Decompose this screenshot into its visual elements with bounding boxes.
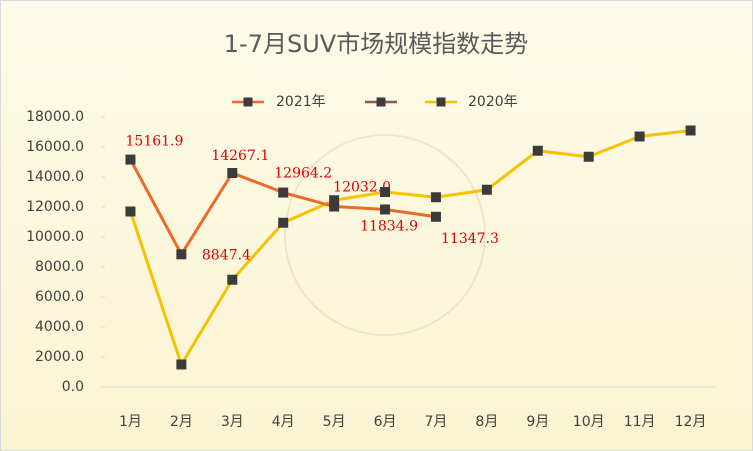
- point-marker: [685, 125, 696, 136]
- point-marker: [176, 359, 187, 370]
- point-marker: [532, 145, 543, 156]
- y-tick-label: 18000.0: [26, 109, 84, 125]
- data-label: 11347.3: [441, 231, 499, 247]
- x-tick-label: 4月: [272, 414, 295, 430]
- x-tick-label: 6月: [374, 414, 397, 430]
- data-label: 12032.0: [333, 180, 391, 196]
- x-tick-label: 3月: [221, 414, 244, 430]
- y-tick-label: 6000.0: [35, 289, 84, 305]
- data-label: 15161.9: [126, 134, 184, 150]
- x-tick-label: 11月: [624, 414, 656, 430]
- chart-title: 1-7月SUV市场规模指数走势: [224, 30, 528, 58]
- y-tick-label: 2000.0: [35, 349, 84, 365]
- legend-label: 2020年: [468, 94, 518, 110]
- point-marker: [380, 187, 391, 197]
- data-label: 14267.1: [211, 148, 269, 164]
- y-tick-label: 14000.0: [26, 169, 84, 185]
- x-tick-label: 1月: [119, 414, 142, 430]
- point-marker: [380, 204, 391, 215]
- x-tick-label: 9月: [526, 414, 549, 430]
- x-tick-label: 8月: [475, 414, 498, 430]
- y-tick-label: 4000.0: [35, 319, 84, 335]
- y-tick-label: 12000.0: [26, 199, 84, 215]
- point-marker: [125, 154, 136, 165]
- point-marker: [583, 151, 594, 162]
- point-marker: [227, 167, 238, 178]
- x-tick-label: 7月: [424, 414, 447, 430]
- point-marker: [430, 211, 441, 222]
- legend-marker: [436, 97, 446, 107]
- point-marker: [176, 249, 187, 260]
- x-tick-label: 12月: [675, 414, 707, 430]
- point-marker: [227, 274, 238, 285]
- data-label: 11834.9: [360, 218, 418, 234]
- legend-empty-entry: [365, 97, 397, 107]
- watermark: [284, 134, 486, 336]
- x-tick-label: 2月: [170, 414, 193, 430]
- series-line: [129, 129, 691, 366]
- y-tick-label: 16000.0: [26, 139, 84, 155]
- point-marker: [278, 187, 289, 198]
- legend-label: 2021年: [276, 94, 326, 110]
- point-marker: [278, 217, 289, 228]
- y-tick-label: 0.0: [62, 379, 84, 395]
- point-marker: [481, 184, 492, 195]
- point-marker: [329, 195, 340, 206]
- x-tick-label: 5月: [323, 414, 346, 430]
- data-label: 8847.4: [202, 247, 251, 263]
- legend-marker: [243, 97, 253, 107]
- point-marker: [634, 131, 645, 142]
- y-tick-label: 8000.0: [35, 259, 84, 275]
- y-tick-label: 10000.0: [26, 229, 84, 245]
- data-label: 12964.2: [274, 166, 332, 182]
- x-tick-label: 10月: [573, 414, 605, 430]
- point-marker: [329, 201, 340, 212]
- point-marker: [430, 192, 441, 203]
- point-marker: [125, 206, 136, 217]
